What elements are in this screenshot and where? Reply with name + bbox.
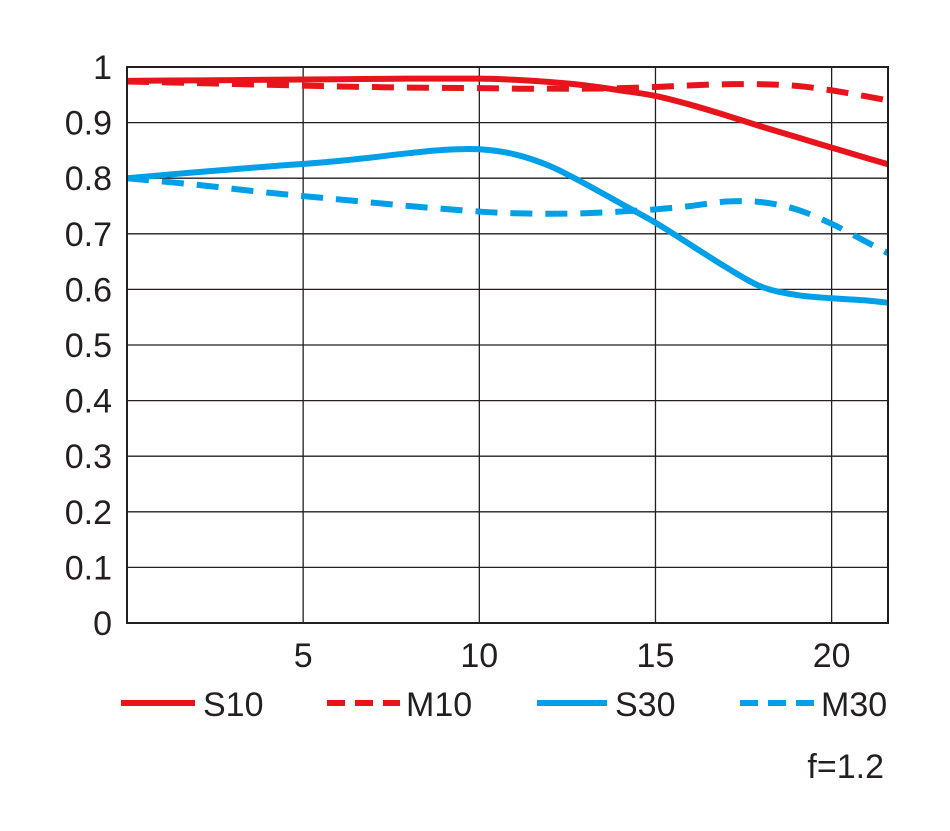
legend-label-m10: M10: [406, 686, 472, 724]
x-axis-ticks: 5 10 15 20: [294, 637, 851, 675]
y-tick-label: 0.8: [65, 160, 112, 198]
y-tick-label: 0.1: [65, 549, 112, 587]
series-line-m10: [127, 78, 888, 104]
legend-label-s30: S30: [615, 686, 676, 724]
y-tick-label: 0: [93, 605, 112, 643]
x-tick-label: 20: [813, 637, 851, 675]
series-lines: [127, 75, 888, 306]
y-tick-label: 0.4: [65, 383, 112, 421]
plot-frame: [126, 66, 889, 624]
legend-label-s10: S10: [203, 686, 264, 724]
y-axis-ticks: 0 0.1 0.2 0.3 0.4 0.5 0.6 0.7 0.8 0.9 1: [65, 49, 112, 643]
y-tick-label: 0.2: [65, 494, 112, 532]
series-line-m30: [127, 175, 888, 256]
y-tick-label: 1: [93, 49, 112, 87]
aperture-annotation: f=1.2: [807, 748, 884, 786]
x-tick-label: 15: [637, 637, 675, 675]
y-tick-label: 0.3: [65, 438, 112, 476]
y-tick-label: 0.9: [65, 105, 112, 143]
y-tick-label: 0.5: [65, 327, 112, 365]
y-tick-label: 0.7: [65, 216, 112, 254]
legend-label-m30: M30: [821, 686, 887, 724]
legend: S10 M10 S30 M30: [121, 686, 887, 724]
x-tick-label: 5: [294, 637, 313, 675]
series-line-s30: [127, 145, 888, 306]
y-tick-label: 0.6: [65, 271, 112, 309]
x-tick-label: 10: [460, 637, 498, 675]
